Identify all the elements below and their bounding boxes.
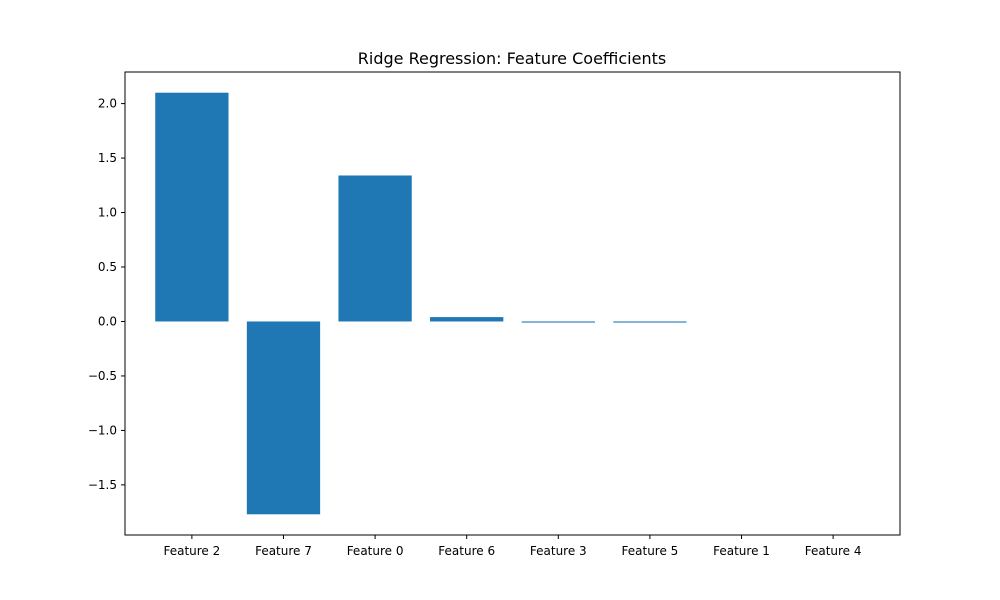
x-tick-label: Feature 7	[255, 544, 312, 558]
plot-frame	[124, 71, 901, 536]
bar-feature-6	[430, 317, 504, 322]
bar-feature-2	[155, 92, 229, 322]
x-tick-label: Feature 5	[622, 544, 679, 558]
y-tick-label: −1.5	[88, 478, 117, 492]
y-tick-label: −0.5	[88, 369, 117, 383]
y-tick-label: 0.0	[98, 314, 117, 328]
chart-title: Ridge Regression: Feature Coefficients	[358, 49, 666, 68]
bar-feature-3	[521, 321, 595, 323]
y-tick-label: 0.5	[98, 260, 117, 274]
x-tick-label: Feature 4	[805, 544, 862, 558]
bar-feature-5	[613, 321, 687, 323]
x-tick-label: Feature 2	[163, 544, 220, 558]
y-tick-label: 2.0	[98, 97, 117, 111]
y-tick-label: 1.0	[98, 206, 117, 220]
x-tick-label: Feature 0	[347, 544, 404, 558]
y-tick-label: 1.5	[98, 151, 117, 165]
y-axis: −1.5 −1.0 −0.5 0.0 0.5 1.0 1.5 2.0	[88, 97, 125, 492]
bar-feature-0	[338, 175, 412, 322]
bar-feature-7	[246, 321, 321, 515]
x-tick-label: Feature 6	[438, 544, 495, 558]
x-tick-label: Feature 1	[713, 544, 770, 558]
bars-group	[155, 92, 870, 515]
x-axis: Feature 2 Feature 7 Feature 0 Feature 6 Feat…	[163, 535, 862, 558]
x-tick-label: Feature 3	[530, 544, 587, 558]
y-tick-label: −1.0	[88, 423, 117, 437]
